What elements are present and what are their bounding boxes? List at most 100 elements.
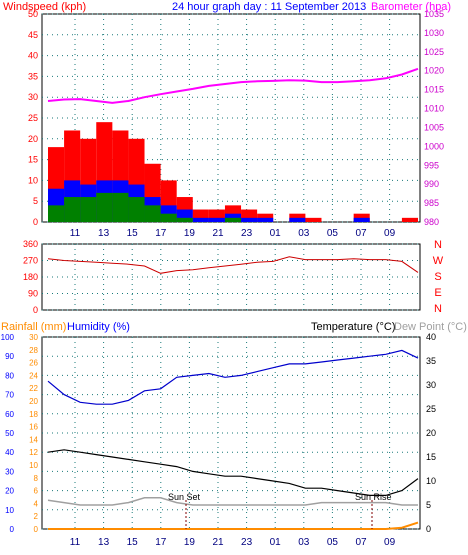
wind-bar	[64, 197, 81, 222]
barometer-tick-label: 990	[424, 179, 439, 189]
wind-bar	[353, 217, 370, 222]
rainfall-tick-label: 24	[29, 371, 38, 380]
barometer-tick-label: 1015	[424, 85, 444, 95]
wind-bar	[241, 217, 258, 222]
temperature-line	[47, 449, 419, 496]
x-tick-label: 19	[184, 537, 196, 548]
windspeed-tick-label: 5	[33, 196, 38, 206]
rainfall-tick-label: 18	[29, 410, 38, 419]
temperature-tick-label: 0	[426, 524, 431, 534]
wind-bar	[176, 217, 193, 222]
rainfall-tick-label: 6	[34, 487, 39, 496]
chart-title: 24 hour graph day : 11 September 2013	[172, 1, 366, 13]
x-tick-label: 03	[298, 537, 310, 548]
humidity-tick-label: 10	[5, 506, 14, 515]
compass-label: S	[434, 271, 441, 283]
x-tick-label: 11	[70, 537, 81, 548]
barometer-tick-label: 1010	[424, 104, 444, 114]
x-tick-label: 15	[127, 228, 139, 239]
wind-bar	[96, 192, 113, 222]
rainfall-tick-label: 28	[29, 346, 38, 355]
windspeed-axis-title: Windspeed (kph)	[3, 1, 86, 13]
sunrise-label: Sun Rise	[355, 492, 392, 502]
axis-labels: 1111131315151717191921212323010103030505…	[1, 9, 444, 548]
rainfall-tick-label: 16	[29, 423, 38, 432]
humidity-tick-label: 50	[5, 429, 14, 438]
x-tick-label: 23	[241, 228, 253, 239]
rainfall-tick-label: 26	[29, 359, 38, 368]
direction-tick-label: 360	[23, 239, 38, 249]
temperature-tick-label: 5	[426, 500, 431, 510]
windspeed-tick-label: 50	[28, 9, 38, 19]
rainfall-tick-label: 8	[34, 474, 39, 483]
humidity-tick-label: 90	[5, 352, 14, 361]
x-tick-label: 21	[212, 228, 224, 239]
humidity-tick-label: 20	[5, 487, 14, 496]
x-tick-label: 01	[270, 537, 282, 548]
temperature-tick-label: 30	[426, 380, 436, 390]
compass-label: N	[434, 239, 442, 251]
x-tick-label: 13	[98, 228, 110, 239]
wind-bar	[401, 217, 418, 222]
direction-tick-label: 270	[23, 256, 38, 266]
x-tick-label: 23	[241, 537, 253, 548]
wind-bar	[112, 192, 129, 222]
rainfall-line	[48, 521, 419, 530]
windspeed-tick-label: 45	[28, 30, 38, 40]
windspeed-tick-label: 25	[28, 113, 38, 123]
barometer-tick-label: 1005	[424, 122, 444, 132]
x-tick-label: 03	[298, 228, 310, 239]
rainfall-tick-label: 14	[29, 435, 38, 444]
windspeed-tick-label: 20	[28, 134, 38, 144]
wind-bar	[305, 217, 322, 222]
compass-label: E	[434, 287, 441, 299]
humidity-tick-label: 60	[5, 410, 14, 419]
humidity-line	[47, 349, 419, 405]
x-tick-label: 05	[327, 537, 339, 548]
x-tick-label: 19	[184, 228, 196, 239]
barometer-tick-label: 980	[424, 217, 439, 227]
wind-bar	[192, 217, 209, 222]
windspeed-tick-label: 0	[33, 217, 38, 227]
compass-label: W	[433, 255, 444, 267]
rainfall-tick-label: 20	[29, 397, 38, 406]
wind-bar	[289, 217, 306, 222]
grid-lines	[42, 13, 420, 530]
wind-bar	[224, 217, 242, 222]
humidity-tick-label: 40	[5, 448, 14, 457]
temperature-tick-label: 40	[426, 332, 436, 342]
direction-tick-label: 0	[33, 305, 38, 315]
wind-direction-line	[47, 256, 419, 274]
wind-bar	[257, 217, 274, 222]
wind-bar	[160, 213, 177, 222]
sunset-label: Sun Set	[168, 492, 201, 502]
temperature-tick-label: 35	[426, 356, 436, 366]
wind-bar	[80, 197, 97, 222]
rainfall-tick-label: 12	[29, 448, 38, 457]
barometer-tick-label: 1030	[424, 28, 444, 38]
x-tick-label: 21	[212, 537, 224, 548]
x-tick-label: 09	[384, 228, 396, 239]
wind-bar	[128, 197, 145, 222]
direction-tick-label: 180	[23, 272, 38, 282]
x-tick-label: 13	[98, 537, 110, 548]
compass-label: N	[434, 303, 442, 315]
barometer-tick-label: 1000	[424, 141, 444, 151]
x-tick-label: 01	[270, 228, 282, 239]
windspeed-tick-label: 15	[28, 155, 38, 165]
barometer-tick-label: 985	[424, 198, 439, 208]
rainfall-tick-label: 2	[34, 512, 39, 521]
x-tick-label: 09	[384, 537, 396, 548]
humidity-tick-label: 30	[5, 467, 14, 476]
barometer-axis-title: Barometer (hpa)	[371, 1, 451, 13]
wind-bar	[144, 205, 161, 222]
temperature-tick-label: 20	[426, 428, 436, 438]
x-tick-label: 15	[127, 537, 139, 548]
rainfall-tick-label: 22	[29, 384, 38, 393]
temperature-axis-title: Temperature (°C)	[311, 321, 395, 333]
temperature-tick-label: 10	[426, 476, 436, 486]
rainfall-tick-label: 4	[34, 499, 39, 508]
windspeed-tick-label: 35	[28, 71, 38, 81]
direction-tick-label: 90	[28, 289, 38, 299]
